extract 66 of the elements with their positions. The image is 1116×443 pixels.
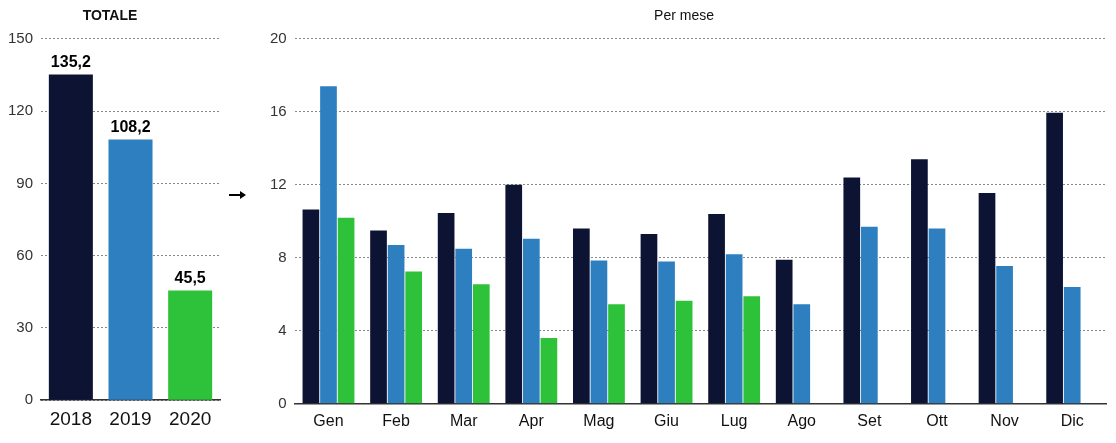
x-tick-label: Mar xyxy=(449,411,479,429)
y-tick-label: 16 xyxy=(270,101,287,119)
data-label: 108,2 xyxy=(110,117,151,135)
bar xyxy=(640,234,658,404)
y-tick-label: 30 xyxy=(16,318,34,336)
bar xyxy=(978,193,996,404)
bar xyxy=(370,230,387,404)
bar xyxy=(302,209,320,404)
y-tick-label: 120 xyxy=(8,101,34,119)
bar xyxy=(928,228,946,404)
y-tick-label: 8 xyxy=(278,247,287,265)
bar xyxy=(843,177,861,404)
x-tick-label: Feb xyxy=(382,411,410,429)
bar xyxy=(725,254,743,404)
x-tick-label: 2018 xyxy=(49,407,92,429)
x-tick-label: Apr xyxy=(518,411,545,429)
x-tick-label: Gen xyxy=(313,411,344,429)
bar xyxy=(387,245,405,404)
bar xyxy=(455,248,473,404)
y-tick-label: 4 xyxy=(278,320,287,338)
x-tick-label: Dic xyxy=(1060,411,1084,429)
bar xyxy=(540,338,558,404)
x-tick-label: Mag xyxy=(583,411,615,429)
bar xyxy=(996,266,1013,404)
x-tick-label: Ott xyxy=(926,411,949,429)
data-label: 135,2 xyxy=(50,52,91,70)
y-tick-label: 150 xyxy=(8,28,34,46)
bar xyxy=(505,184,523,404)
bar xyxy=(522,238,540,404)
bar xyxy=(472,284,490,404)
bar xyxy=(108,139,153,400)
x-tick-label: 2020 xyxy=(169,407,212,429)
bar xyxy=(320,86,337,404)
bar xyxy=(48,74,93,400)
data-label: 45,5 xyxy=(174,268,206,286)
chart-title: TOTALE xyxy=(82,7,138,24)
bar xyxy=(775,259,793,404)
bar xyxy=(911,159,928,404)
bar xyxy=(405,271,423,404)
bar xyxy=(437,213,455,404)
bar xyxy=(590,260,608,404)
y-tick-label: 0 xyxy=(278,393,287,411)
bar xyxy=(1046,112,1063,404)
y-tick-label: 0 xyxy=(24,390,34,408)
y-tick-label: 60 xyxy=(16,245,34,263)
y-tick-label: 20 xyxy=(270,28,287,46)
bar xyxy=(675,300,693,404)
x-tick-label: Ago xyxy=(787,411,817,429)
x-tick-label: Nov xyxy=(990,411,1019,429)
bar xyxy=(708,214,725,404)
bar xyxy=(1063,287,1081,404)
x-tick-label: Lug xyxy=(720,411,748,429)
bar xyxy=(743,296,761,404)
chart-title: Per mese xyxy=(654,7,715,24)
bar xyxy=(861,226,878,404)
x-tick-label: Set xyxy=(857,411,882,429)
x-tick-label: 2019 xyxy=(109,407,152,429)
bar xyxy=(608,304,625,404)
bar xyxy=(793,304,811,404)
bar xyxy=(658,261,675,404)
bar xyxy=(337,217,355,404)
x-tick-label: Giu xyxy=(654,411,679,429)
y-tick-label: 90 xyxy=(16,173,34,191)
bar xyxy=(168,290,213,400)
y-tick-label: 12 xyxy=(270,174,287,192)
bar xyxy=(573,228,590,404)
